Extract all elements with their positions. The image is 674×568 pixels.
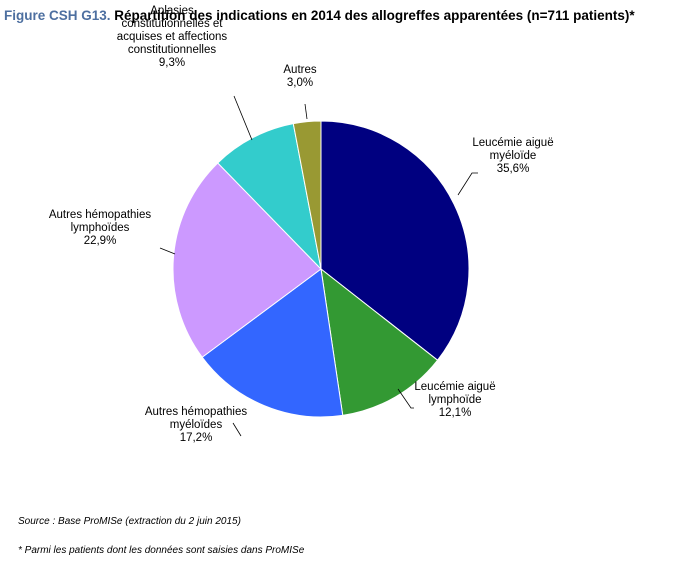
slice-label-line: constitutionnelles	[128, 44, 216, 56]
figure-number: Figure CSH G13.	[4, 8, 111, 23]
slice-label-line: Autres hémopathies	[145, 406, 248, 418]
pie-chart: Leucémie aiguë myéloïde 35,6%Leucémie aigu…	[49, 5, 554, 444]
pie-slice	[201, 268, 344, 418]
leader-line	[233, 95, 253, 141]
figure-title: Figure CSH G13. Répartition des indicati…	[4, 8, 635, 23]
pie-slice	[320, 267, 439, 416]
slice-percent: 17,2%	[180, 432, 213, 444]
slice-label-line: lymphoïde	[428, 394, 481, 406]
slice-percent: 9,3%	[159, 57, 185, 69]
pie-slice	[217, 123, 322, 271]
slice-label: Autres hémopathies lymphoïdes 22,9%	[49, 209, 152, 247]
slice-label-line: lymphoïdes	[71, 222, 130, 234]
leader-line	[457, 172, 478, 196]
footnote: * Parmi les patients dont les données so…	[18, 545, 305, 556]
slice-percent: 22,9%	[84, 235, 117, 247]
slice-label-line: Autres hémopathies	[49, 209, 152, 221]
slice-percent: 35,6%	[497, 163, 530, 175]
figure-title-text: Répartition des indications en 2014 des …	[114, 8, 635, 23]
slice-label-line: myéloïdes	[170, 419, 223, 431]
slice-label-line: myéloïde	[490, 150, 537, 162]
slice-label-line: acquises et affections	[117, 31, 228, 43]
slice-label-line: Leucémie aiguë	[414, 381, 495, 393]
slice-label-line: constitutionnelles et	[121, 18, 223, 30]
slice-label-line: Autres	[283, 64, 316, 76]
slice-percent: 12,1%	[439, 407, 472, 419]
slice-label: Leucémie aiguë lymphoïde 12,1%	[414, 381, 495, 419]
slice-label-line: Leucémie aiguë	[472, 137, 553, 149]
pie-slice	[172, 162, 322, 358]
slice-label: Leucémie aiguë myéloïde 35,6%	[472, 137, 553, 175]
slice-label: Aplasies constitutionnelles et acquises et…	[117, 5, 228, 69]
leader-line	[159, 247, 176, 255]
slice-label: Autres hémopathies myéloïdes 17,2%	[145, 406, 248, 444]
slice-label: Autres 3,0%	[283, 64, 316, 89]
source-note: Source : Base ProMISe (extraction du 2 j…	[18, 516, 241, 527]
leader-line	[397, 388, 414, 409]
slice-percent: 3,0%	[287, 77, 313, 89]
slice-label-line: Aplasies	[150, 5, 194, 17]
pie-slice	[292, 120, 322, 270]
pie-slice	[320, 120, 470, 361]
leader-line	[232, 422, 242, 437]
leader-line	[304, 103, 308, 120]
